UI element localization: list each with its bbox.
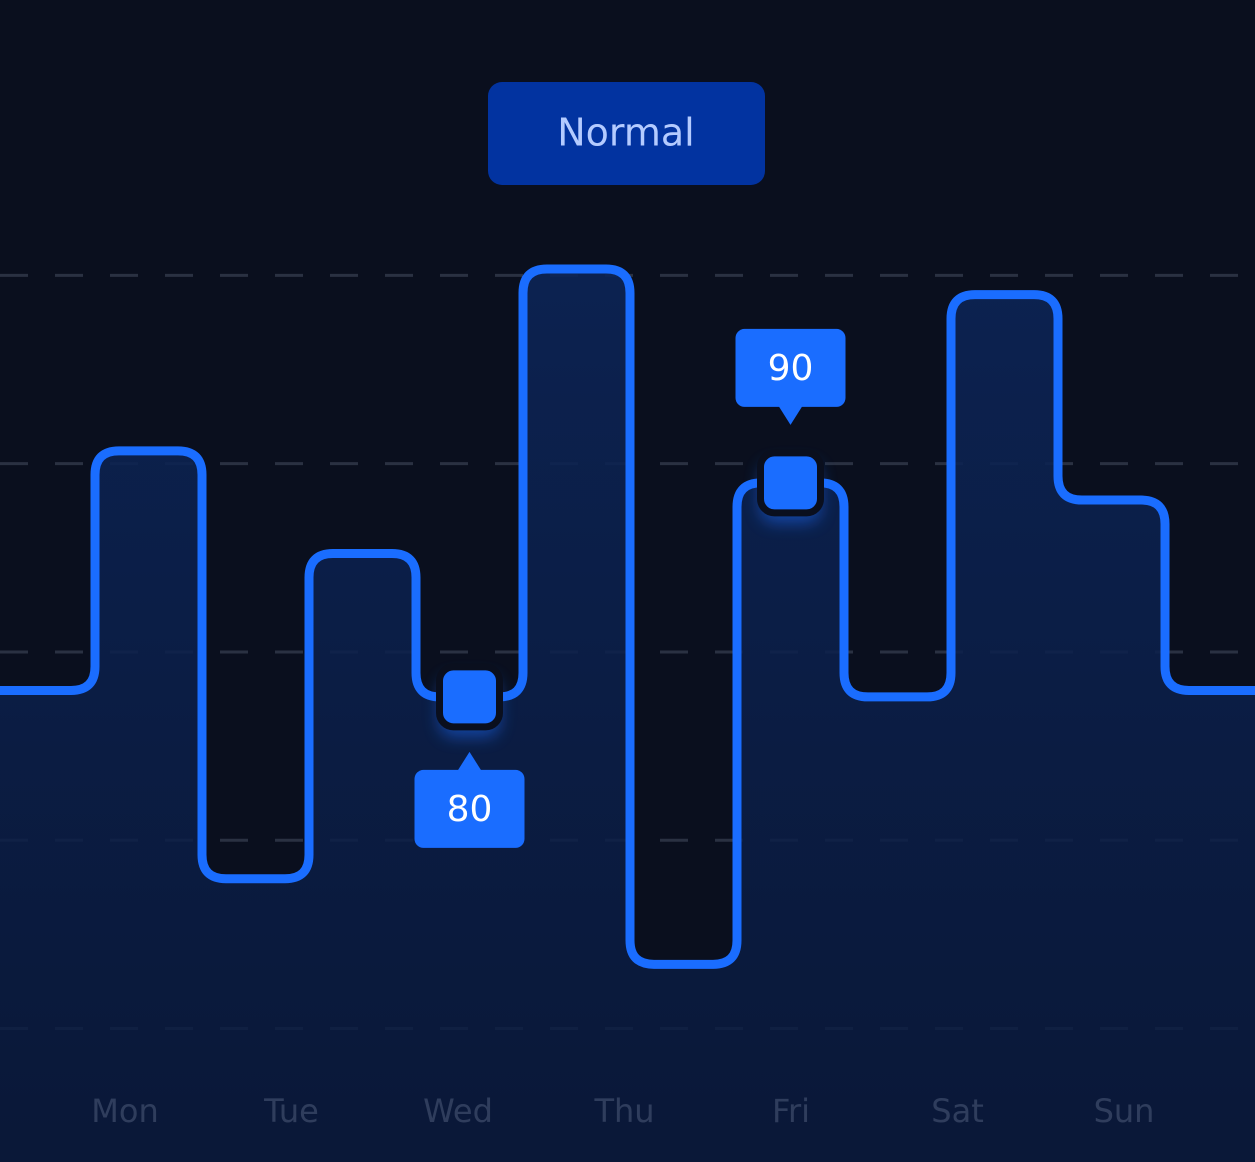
label-pointer <box>457 751 482 771</box>
point-marker <box>757 449 824 517</box>
label-box <box>414 769 525 848</box>
point-marker <box>436 663 503 731</box>
data-label: 80 <box>447 789 493 830</box>
label-pointer <box>778 405 803 425</box>
line <box>0 264 1255 969</box>
label-box <box>735 328 846 407</box>
chart-title: Normal <box>557 111 695 155</box>
title-badge <box>488 82 765 185</box>
data-label: 90 <box>768 348 814 389</box>
